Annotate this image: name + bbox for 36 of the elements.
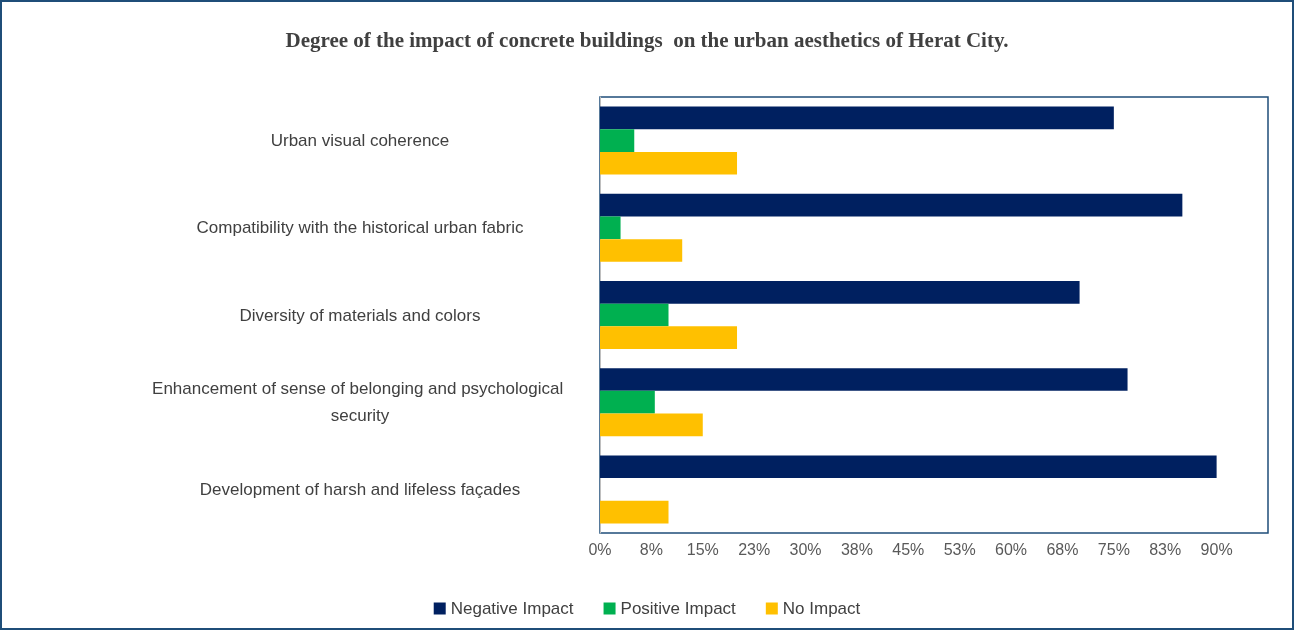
bar: [600, 239, 683, 262]
bar: [600, 413, 703, 437]
bar: [600, 129, 635, 152]
y-tick-label: Enhancement of sense of belonging and psychological security: [152, 379, 568, 426]
x-tick-label: 75%: [1097, 540, 1130, 558]
bar: [600, 390, 655, 414]
x-tick-label: 30%: [789, 540, 822, 558]
x-tick-label: 68%: [1046, 540, 1079, 558]
bar: [600, 303, 669, 327]
x-tick-label: 38%: [840, 540, 873, 558]
bar: [600, 500, 669, 524]
bar: [600, 368, 1128, 391]
x-tick-label: 15%: [686, 540, 719, 558]
x-tick-label: 90%: [1200, 540, 1233, 558]
bar: [600, 216, 621, 240]
bar: [600, 193, 1183, 217]
x-tick-label: 53%: [943, 540, 976, 558]
bar: [600, 455, 1217, 479]
y-tick-label: Development of harsh and lifeless façades: [199, 479, 521, 499]
x-tick-label: 23%: [738, 540, 771, 558]
x-tick-label: 60%: [995, 540, 1028, 558]
bar: [600, 280, 1080, 304]
x-tick-label: 0%: [588, 540, 612, 558]
x-tick-label: 83%: [1149, 540, 1182, 558]
bar: [600, 151, 738, 175]
x-tick-label: 8%: [639, 540, 663, 558]
chart-title: Degree of the impact of concrete buildings on the urban aesthetics of Herat City.: [285, 27, 1009, 52]
bar: [600, 326, 738, 350]
legend-label: Negative Impact: [450, 599, 574, 618]
x-tick-label: 45%: [892, 540, 925, 558]
legend-label: No Impact: [782, 599, 861, 618]
y-tick-label: Urban visual coherence: [270, 131, 450, 151]
legend-label: Positive Impact: [620, 599, 737, 618]
y-tick-label: Diversity of materials and colors: [239, 305, 481, 325]
y-tick-label: Compatibility with the historical urban fabric: [196, 218, 524, 238]
bar: [600, 106, 1114, 130]
